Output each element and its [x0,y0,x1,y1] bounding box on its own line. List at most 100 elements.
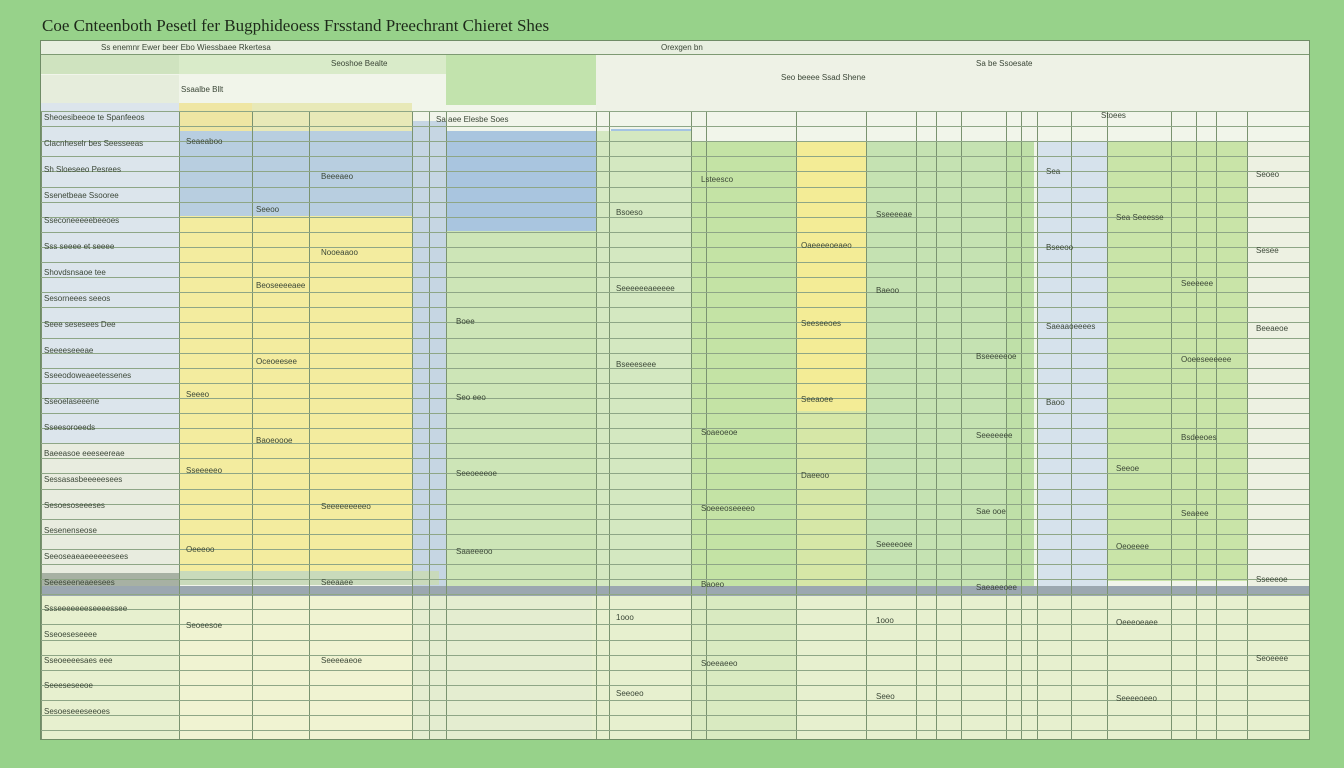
grid-line-vertical [866,111,867,739]
row-label: Sesorneees seeos [44,294,111,303]
cell-value: Seeoeeeoe [456,469,497,478]
cell-value: Seeoo [256,205,280,214]
grid-line-horizontal [41,368,1309,369]
grid-line-horizontal [41,655,1309,656]
cell-value: Seeaaee [321,578,354,587]
grid-line-horizontal [41,111,1309,112]
grid-line-horizontal [41,156,1309,157]
cell-value: Oeeeoo [186,545,215,554]
row-label: Sesoesoseeeses [44,501,105,510]
cell-block [446,231,596,611]
cell-value: Saeaaoeeees [1046,322,1096,331]
grid-line-vertical [936,111,937,739]
cell-value: Bsoeso [616,208,643,217]
grid-line-horizontal [41,247,1309,248]
cell-value: Ooeeseeeeee [1181,355,1232,364]
cell-value: Sea Seeesse [1116,213,1164,222]
cell-value: Oaeeeeoeaeo [801,241,852,250]
grid-line-horizontal [41,443,1309,444]
grid-line-horizontal [41,171,1309,172]
cell-value: Seeeeeeeeeo [321,502,371,511]
cell-block [179,216,412,576]
cell-value: Seoeo [1256,170,1280,179]
cell-block [179,131,412,216]
cell-value: Beoseeeeaee [256,281,306,290]
row-label: Sseoeseseeee [44,630,97,639]
cell-block [179,55,447,74]
cell-value: Oeoeeee [1116,542,1149,551]
grid-line-vertical [412,111,413,739]
row-label: Ssenetbeae Ssooree [44,191,119,200]
row-label: Sesoeseeeseeoes [44,707,110,716]
cell-value: Seeaoee [801,395,834,404]
cell-value: Seoeesoe [186,621,223,630]
grid-line-horizontal [41,473,1309,474]
cell-block [446,131,596,231]
row-label: Ssseeeeeeeseeeessee [44,604,128,613]
row-label: Seeeseseeoe [44,681,93,690]
cell-value: Sea [1046,167,1061,176]
grid-line-vertical [961,111,962,739]
grid-line-vertical [706,111,707,739]
cell-block [41,739,1310,740]
header-label: Seoshoe Bealte [331,59,388,68]
cell-block [412,596,592,739]
cell-block [41,75,179,105]
row-label: Sseeodoweaeetessenes [44,371,132,380]
header-label: Ss enemnr Ewer beer Ebo Wiessbaee Rkerte… [101,43,271,52]
grid-line-horizontal [41,685,1309,686]
column-header-strip [41,41,1309,55]
grid-line-horizontal [41,715,1309,716]
cell-block [41,55,179,74]
subheader-label: Seo beeee Ssad Shene [781,73,866,82]
cell-value: Daeeoo [801,471,830,480]
grid-line-vertical [429,111,430,739]
cell-value: Seeoe [1116,464,1140,473]
cell-value: Saeaeeoee [976,583,1017,592]
row-label: Sh Sloeseeo Pesrees [44,165,121,174]
cell-value: Sesee [1256,246,1279,255]
row-label: Sheoesibeeoe te Spanfeeos [44,113,145,122]
page-title: Coe Cnteenboth Pesetl fer Bugphideoess F… [42,16,550,35]
cell-value: Bsdeeoes [1181,433,1217,442]
grid-line-vertical [252,111,253,739]
subheader-label: Stoees [1101,111,1126,120]
cell-value: Soaeoeoe [701,428,738,437]
row-label: Sseoeeeesaes eee [44,656,113,665]
grid-line-horizontal [41,307,1309,308]
cell-block [1107,141,1247,581]
cell-value: Seeeeaeoe [321,656,362,665]
cell-value: Baeoo [876,286,900,295]
grid-line-horizontal [41,549,1309,550]
grid-line-vertical [1107,111,1108,739]
grid-line-horizontal [41,730,1309,731]
cell-value: Sseeeeeo [186,466,223,475]
grid-line-horizontal [41,322,1309,323]
cell-value: Sae ooe [976,507,1006,516]
grid-line-vertical [609,111,610,739]
cell-value: Seeeo [186,390,210,399]
grid-line-vertical [179,111,180,739]
cell-value: Seaeee [1181,509,1209,518]
grid-line-horizontal [41,217,1309,218]
grid-line-horizontal [41,534,1309,535]
row-label: Sseoelaseeene [44,397,100,406]
grid-line-horizontal [41,353,1309,354]
header-label: Orexgen bn [661,43,703,52]
row-label: Sseconeeeeebeeoes [44,216,120,225]
grid-line-horizontal [41,187,1309,188]
grid-line-horizontal [41,398,1309,399]
grid-line-vertical [916,111,917,739]
cell-value: Seeo [876,692,895,701]
cell-value: Boee [456,317,475,326]
grid-line-horizontal [41,141,1309,142]
row-label: Baeeasoe eeeseereae [44,449,125,458]
cell-value: Seeeeoee [876,540,913,549]
cell-value: Sseeeoe [1256,575,1288,584]
cell-value: Seeeeeee [976,431,1013,440]
cell-value: Seeseeoes [801,319,842,328]
grid-line-horizontal [41,489,1309,490]
grid-line-horizontal [41,519,1309,520]
grid-line-horizontal [41,640,1309,641]
grid-line-horizontal [41,413,1309,414]
